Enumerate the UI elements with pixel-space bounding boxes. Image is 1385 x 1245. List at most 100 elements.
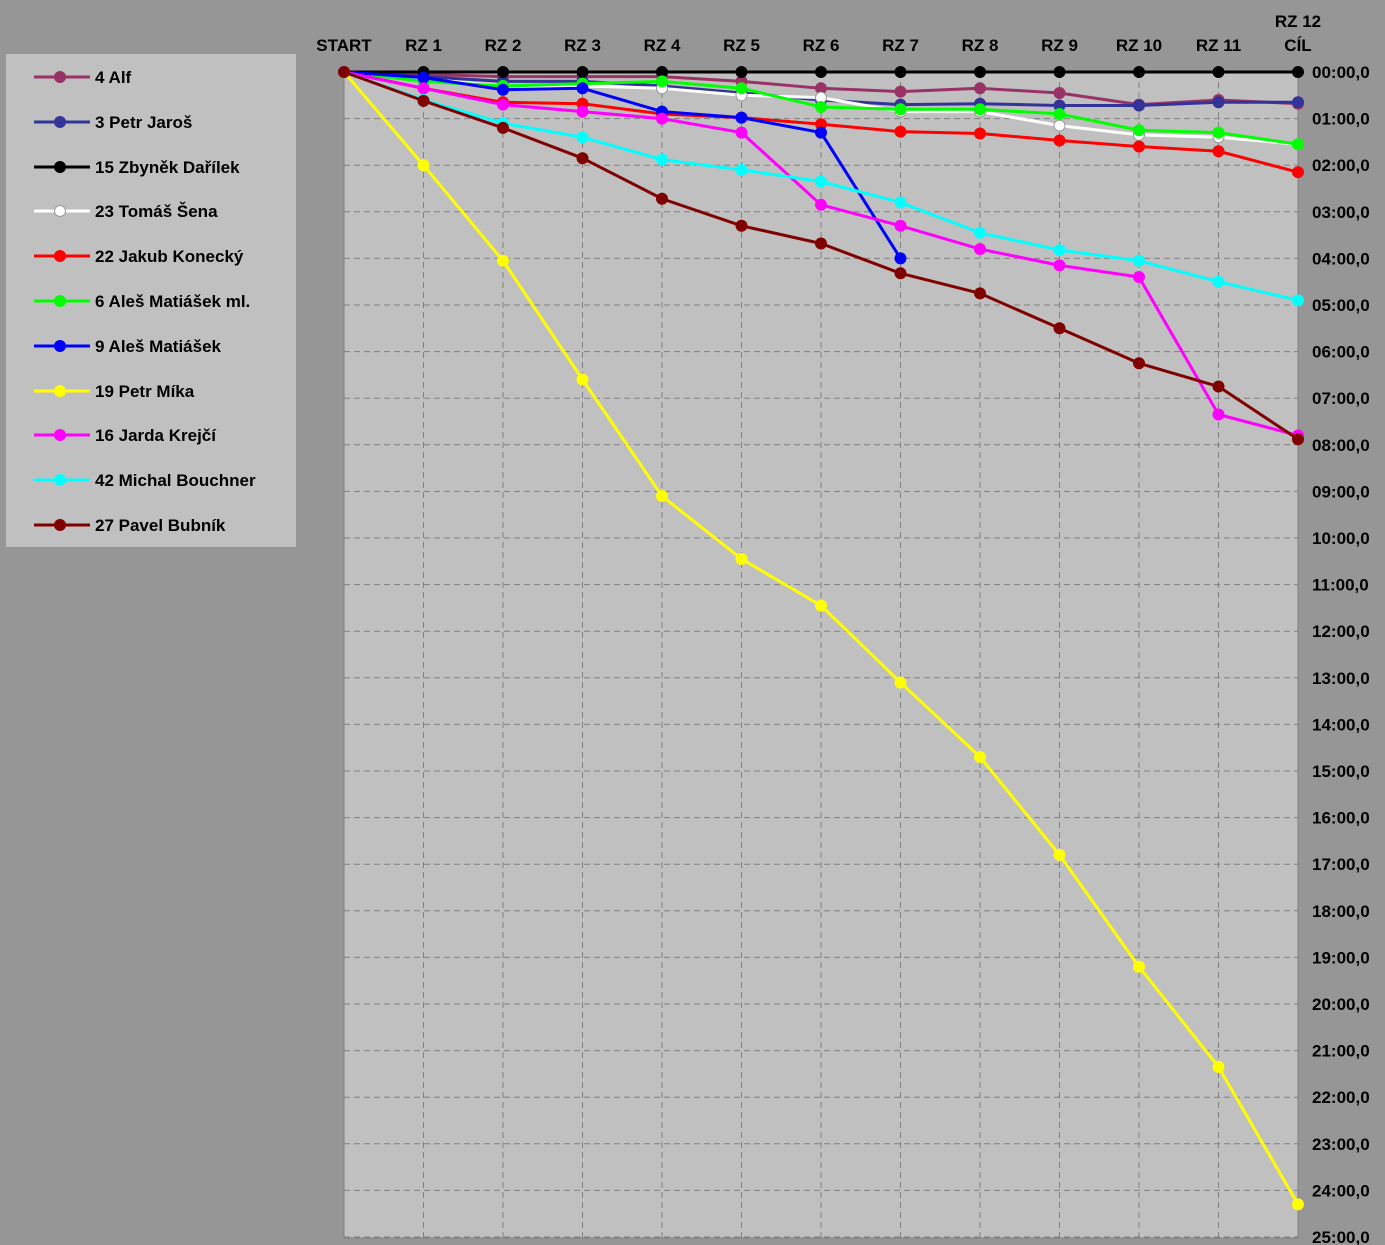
y-tick-label: 18:00,0: [1312, 902, 1370, 921]
legend-label: 22 Jakub Konecký: [95, 247, 244, 267]
data-point: [894, 66, 907, 78]
data-point: [1053, 86, 1066, 99]
y-tick-label: 25:00,0: [1312, 1228, 1370, 1245]
data-point: [1133, 66, 1145, 78]
data-point: [1292, 166, 1304, 179]
y-tick-label: 05:00,0: [1312, 296, 1370, 315]
legend-label: 15 Zbyněk Dařílek: [95, 157, 240, 177]
legend-swatch: [34, 429, 90, 442]
legend-swatch-marker: [54, 250, 66, 263]
data-point: [735, 82, 748, 95]
data-point: [1053, 134, 1066, 147]
x-tick-label: RZ 5: [723, 36, 760, 55]
data-point: [894, 196, 907, 209]
data-point: [1053, 244, 1066, 257]
legend-swatch: [34, 384, 90, 397]
legend-item: 42 Michal Bouchner: [6, 470, 296, 490]
legend-swatch-marker: [54, 339, 66, 352]
data-point: [894, 676, 907, 689]
x-tick-label: RZ 6: [803, 36, 840, 55]
x-tick-label: RZ 2: [485, 36, 522, 55]
data-point: [974, 287, 986, 300]
data-point: [735, 126, 748, 139]
legend-label: 19 Petr Míka: [95, 381, 195, 401]
data-point: [1053, 107, 1066, 120]
legend-swatch: [34, 115, 90, 128]
legend-swatch-marker: [54, 429, 66, 442]
legend-item: 27 Pavel Bubník: [6, 515, 296, 535]
legend-swatch: [34, 71, 90, 83]
data-point: [815, 100, 827, 113]
data-point: [974, 127, 986, 140]
data-point: [974, 66, 986, 78]
data-point: [1292, 96, 1304, 109]
data-point: [497, 254, 509, 267]
x-tick-label: RZ 7: [882, 36, 919, 55]
legend-item: 22 Jakub Konecký: [6, 246, 296, 266]
data-point: [735, 552, 748, 565]
data-point: [735, 111, 748, 124]
data-point: [656, 192, 668, 205]
y-tick-label: 21:00,0: [1312, 1042, 1370, 1061]
data-point: [497, 121, 509, 134]
data-point: [1212, 126, 1225, 139]
data-point: [576, 82, 589, 95]
x-tick-label: RZ 12: [1275, 12, 1321, 31]
legend-item: 6 Aleš Matiášek ml.: [6, 291, 296, 311]
data-point: [894, 103, 907, 116]
data-point: [1212, 380, 1225, 393]
y-tick-label: 24:00,0: [1312, 1181, 1370, 1200]
data-point: [894, 219, 907, 232]
data-point: [815, 237, 827, 250]
data-point: [497, 83, 509, 96]
data-point: [1133, 960, 1145, 973]
data-point: [894, 267, 907, 280]
data-point: [735, 66, 748, 78]
x-tick-label: START: [316, 36, 372, 55]
x-tick-label: RZ 1: [405, 36, 442, 55]
legend-label: 16 Jarda Krejčí: [95, 426, 216, 446]
y-tick-label: 15:00,0: [1312, 762, 1370, 781]
data-point: [1292, 433, 1304, 446]
data-point: [735, 219, 748, 232]
legend-swatch-marker: [54, 71, 66, 83]
data-point: [815, 198, 827, 211]
data-point: [576, 105, 589, 118]
data-point: [1212, 275, 1225, 288]
series-line: [343, 70, 902, 260]
y-tick-label: 23:00,0: [1312, 1135, 1370, 1154]
y-tick-label: 19:00,0: [1312, 948, 1370, 967]
y-tick-label: 10:00,0: [1312, 529, 1370, 548]
x-tick-label: RZ 3: [564, 36, 601, 55]
x-tick-label: RZ 9: [1041, 36, 1078, 55]
data-point: [1053, 119, 1066, 132]
data-point: [576, 373, 589, 386]
data-point: [1212, 408, 1225, 421]
legend-label: 23 Tomáš Šena: [95, 202, 218, 222]
data-point: [417, 71, 430, 84]
y-tick-label: 03:00,0: [1312, 203, 1370, 222]
data-point: [815, 126, 827, 139]
y-tick-label: 17:00,0: [1312, 855, 1370, 874]
legend-swatch: [34, 250, 90, 263]
data-point: [497, 66, 509, 78]
x-tick-label: RZ 8: [962, 36, 999, 55]
y-tick-label: 04:00,0: [1312, 249, 1370, 268]
legend-item: 15 Zbyněk Dařílek: [6, 157, 296, 177]
data-point: [656, 153, 668, 166]
data-point: [656, 490, 668, 503]
legend-swatch: [34, 205, 90, 218]
x-tick-label: RZ 11: [1196, 36, 1241, 55]
legend-label: 6 Aleš Matiášek ml.: [95, 292, 251, 311]
legend-label: 4 Alf: [95, 68, 132, 87]
data-point: [1292, 66, 1304, 78]
y-tick-label: 02:00,0: [1312, 156, 1370, 175]
legend-swatch: [34, 519, 90, 531]
data-point: [656, 112, 668, 125]
x-tick-label: CÍL: [1284, 36, 1311, 55]
data-point: [576, 131, 589, 144]
data-point: [1212, 145, 1225, 158]
data-point: [894, 252, 907, 265]
data-point: [1053, 259, 1066, 272]
data-point: [815, 175, 827, 188]
